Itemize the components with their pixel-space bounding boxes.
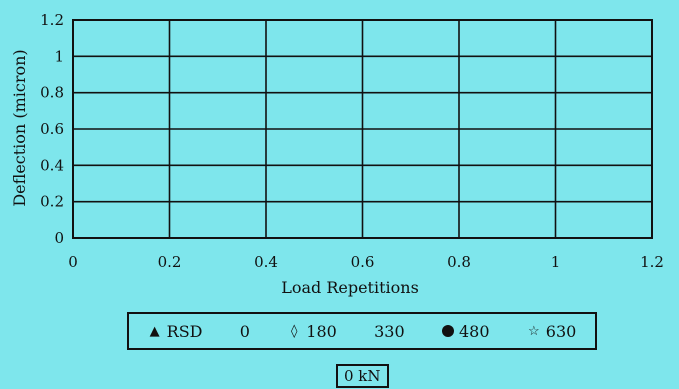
star-marker-icon: ☆ <box>527 323 540 339</box>
legend-label-330: 330 <box>374 321 405 341</box>
y-tick-label: 1.2 <box>40 11 64 29</box>
x-tick-label: 0.8 <box>447 253 471 271</box>
legend-label-480: 480 <box>458 321 490 341</box>
circle-marker-icon <box>441 325 454 337</box>
x-tick-label: 1 <box>551 253 561 271</box>
y-tick-label: 0.2 <box>40 193 64 211</box>
legend-item-630: ☆ 630 <box>527 321 577 341</box>
x-tick-label: 0.6 <box>351 253 375 271</box>
y-tick-label: 0.6 <box>40 120 64 138</box>
legend-label-rsd: RSD <box>166 321 203 341</box>
x-tick-label: 0.4 <box>254 253 278 271</box>
x-axis-ticks: 0 0.2 0.4 0.6 0.8 1 1.2 <box>68 253 664 271</box>
y-axis-title: Deflection (micron) <box>10 49 29 206</box>
load-label: 0 kN <box>336 364 389 388</box>
grid <box>72 19 653 239</box>
legend-item-480: 480 <box>441 321 490 341</box>
legend-label-630: 630 <box>545 321 577 341</box>
x-tick-label: 0.2 <box>158 253 182 271</box>
legend-item-0: 0 <box>240 322 250 341</box>
legend-item-rsd: ▲ RSD <box>148 322 203 341</box>
triangle-marker-icon: ▲ <box>149 323 160 339</box>
y-axis-ticks: 0 0.2 0.4 0.6 0.8 1 1.2 <box>40 11 64 247</box>
x-axis-title: Load Repetitions <box>281 278 419 297</box>
y-tick-label: 1 <box>54 47 64 65</box>
y-tick-label: 0 <box>54 229 64 247</box>
plot-area-frame <box>72 19 653 239</box>
x-tick-label: 1.2 <box>640 253 664 271</box>
y-tick-label: 0.4 <box>40 156 64 174</box>
legend-item-330: 330 <box>374 322 405 341</box>
legend: ▲ RSD 0 ◊ 180 330 480 ☆ 630 <box>127 312 597 350</box>
diamond-marker-icon: ◊ <box>291 323 298 339</box>
legend-item-180: ◊ 180 <box>287 322 337 341</box>
legend-label-180: 180 <box>306 321 337 341</box>
y-tick-label: 0.8 <box>40 84 64 102</box>
x-tick-label: 0 <box>68 253 78 271</box>
legend-label-0: 0 <box>239 321 250 341</box>
